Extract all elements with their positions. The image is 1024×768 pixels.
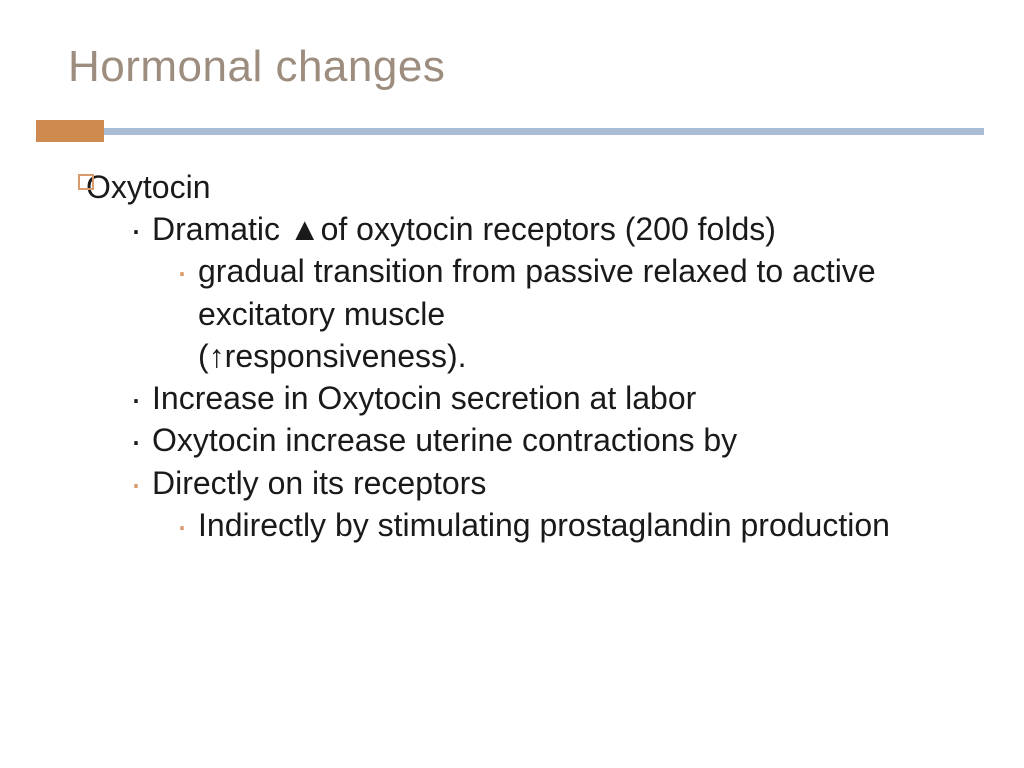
- bullet-level2: Increase in Oxytocin secretion at labor: [124, 377, 958, 419]
- bullet-level2: Dramatic ▲of oxytocin receptors (200 fol…: [124, 208, 958, 250]
- slide-title: Hormonal changes: [68, 42, 445, 92]
- square-bullet-icon: [78, 174, 94, 190]
- bullet-text: Oxytocin increase uterine contractions b…: [152, 422, 737, 458]
- bullet-level2: Oxytocin increase uterine contractions b…: [124, 419, 958, 461]
- bullet-continuation: (↑responsiveness).: [198, 335, 958, 377]
- bullet-text: Dramatic ▲of oxytocin receptors (200 fol…: [152, 211, 776, 247]
- bullet-level3: gradual transition from passive relaxed …: [170, 250, 958, 334]
- bullet-text: (↑responsiveness).: [198, 338, 467, 374]
- bullet-text: gradual transition from passive relaxed …: [198, 253, 876, 331]
- bullet-text: Indirectly by stimulating prostaglandin …: [198, 507, 890, 543]
- bullet-level2-alt: Directly on its receptors: [124, 462, 958, 504]
- bullet-level3: Indirectly by stimulating prostaglandin …: [170, 504, 958, 546]
- bullet-text: Directly on its receptors: [152, 465, 486, 501]
- slide-body: Oxytocin Dramatic ▲of oxytocin receptors…: [78, 166, 958, 546]
- horizontal-rule: [104, 128, 984, 135]
- bullet-text: Oxytocin: [86, 169, 210, 205]
- accent-bar: [36, 120, 104, 142]
- bullet-text: Increase in Oxytocin secretion at labor: [152, 380, 696, 416]
- bullet-level1: Oxytocin: [78, 166, 958, 208]
